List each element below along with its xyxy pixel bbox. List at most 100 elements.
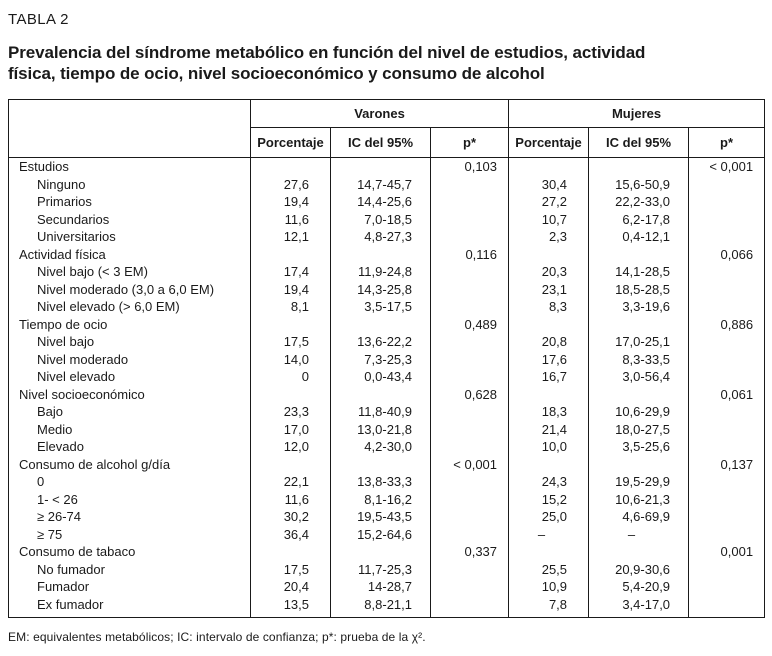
prevalence-table: Varones Mujeres Porcentaje IC del 95% p*…: [8, 99, 766, 618]
cell-varones-p: 0,628: [429, 385, 510, 403]
row-label: Ex fumador: [8, 595, 251, 618]
cell-mujeres-porcentaje: 30,4: [508, 175, 590, 193]
cell-varones-ic: 14,7-45,7: [330, 175, 431, 193]
table-row: Primarios 19,4 14,4-25,6 27,2 22,2-33,0: [8, 193, 766, 211]
cell-varones-p: [429, 263, 510, 281]
table-label: TABLA 2: [8, 11, 69, 28]
cell-varones-porcentaje: [250, 245, 331, 263]
cell-mujeres-ic: [588, 385, 690, 403]
table-row: Ninguno 27,6 14,7-45,7 30,4 15,6-50,9: [8, 175, 766, 193]
cell-mujeres-porcentaje: 17,6: [508, 350, 590, 368]
cell-mujeres-ic: [588, 543, 690, 561]
cell-mujeres-ic: [588, 157, 690, 176]
cell-mujeres-ic: 14,1-28,5: [588, 263, 690, 281]
cell-varones-ic: [330, 315, 431, 333]
table-row: Elevado 12,0 4,2-30,0 10,0 3,5-25,6: [8, 438, 766, 456]
cell-varones-porcentaje: [250, 157, 331, 176]
cell-varones-ic: 14-28,7: [330, 578, 431, 596]
cell-mujeres-porcentaje: 21,4: [508, 420, 590, 438]
cell-varones-p: [429, 578, 510, 596]
table-row: No fumador 17,5 11,7-25,3 25,5 20,9-30,6: [8, 560, 766, 578]
cell-mujeres-ic: 8,3-33,5: [588, 350, 690, 368]
cell-varones-ic: 13,6-22,2: [330, 333, 431, 351]
cell-varones-porcentaje: 12,1: [250, 228, 331, 246]
cell-mujeres-ic: 0,4-12,1: [588, 228, 690, 246]
cell-mujeres-ic: –: [588, 525, 690, 543]
cell-mujeres-p: 0,001: [688, 543, 766, 561]
cell-mujeres-p: [688, 263, 766, 281]
cell-varones-porcentaje: 17,4: [250, 263, 331, 281]
cell-mujeres-ic: 3,4-17,0: [588, 595, 690, 618]
cell-varones-p: [429, 193, 510, 211]
cell-mujeres-p: 0,137: [688, 455, 766, 473]
cell-varones-p: < 0,001: [429, 455, 510, 473]
cell-varones-p: [429, 595, 510, 618]
cell-varones-ic: 0,0-43,4: [330, 368, 431, 386]
row-label: Medio: [8, 420, 251, 438]
cell-mujeres-p: [688, 298, 766, 316]
row-label: Nivel socioeconómico: [8, 385, 251, 403]
cell-varones-ic: 14,4-25,6: [330, 193, 431, 211]
cell-varones-ic: [330, 245, 431, 263]
row-label: Secundarios: [8, 210, 251, 228]
cell-varones-ic: 19,5-43,5: [330, 508, 431, 526]
cell-mujeres-p: [688, 595, 766, 618]
cell-varones-ic: [330, 455, 431, 473]
table-row: Estudios 0,103 < 0,001: [8, 157, 766, 176]
cell-mujeres-ic: 20,9-30,6: [588, 560, 690, 578]
paper-title-line-2: física, tiempo de ocio, nivel socioeconó…: [8, 64, 545, 83]
col-header-varones-ic: IC del 95%: [330, 127, 431, 158]
table-row: Consumo de tabaco 0,337 0,001: [8, 543, 766, 561]
cell-varones-porcentaje: [250, 455, 331, 473]
row-label: Nivel elevado: [8, 368, 251, 386]
cell-varones-ic: 14,3-25,8: [330, 280, 431, 298]
row-label: Consumo de tabaco: [8, 543, 251, 561]
cell-varones-p: [429, 298, 510, 316]
cell-varones-porcentaje: 22,1: [250, 473, 331, 491]
row-label: Actividad física: [8, 245, 251, 263]
table-row: Nivel moderado 14,0 7,3-25,3 17,6 8,3-33…: [8, 350, 766, 368]
row-label: Nivel moderado: [8, 350, 251, 368]
cell-varones-porcentaje: 8,1: [250, 298, 331, 316]
cell-varones-ic: 15,2-64,6: [330, 525, 431, 543]
row-label: ≥ 75: [8, 525, 251, 543]
cell-mujeres-porcentaje: 16,7: [508, 368, 590, 386]
cell-mujeres-p: [688, 525, 766, 543]
cell-mujeres-ic: [588, 315, 690, 333]
cell-varones-p: [429, 438, 510, 456]
cell-mujeres-porcentaje: 18,3: [508, 403, 590, 421]
cell-mujeres-p: [688, 560, 766, 578]
table-row: Secundarios 11,6 7,0-18,5 10,7 6,2-17,8: [8, 210, 766, 228]
cell-mujeres-ic: 18,5-28,5: [588, 280, 690, 298]
group-header-row: Varones Mujeres: [8, 99, 766, 158]
row-label: Estudios: [8, 157, 251, 176]
cell-mujeres-porcentaje: [508, 315, 590, 333]
cell-varones-ic: [330, 385, 431, 403]
cell-mujeres-ic: 3,5-25,6: [588, 438, 690, 456]
table-row: Nivel elevado (> 6,0 EM) 8,1 3,5-17,5 8,…: [8, 298, 766, 316]
cell-varones-ic: 7,3-25,3: [330, 350, 431, 368]
cell-varones-ic: 11,9-24,8: [330, 263, 431, 281]
cell-mujeres-p: [688, 280, 766, 298]
table-row: Nivel bajo (< 3 EM) 17,4 11,9-24,8 20,3 …: [8, 263, 766, 281]
cell-mujeres-ic: 3,0-56,4: [588, 368, 690, 386]
cell-mujeres-p: [688, 193, 766, 211]
table-row: 1- < 26 11,6 8,1-16,2 15,2 10,6-21,3: [8, 490, 766, 508]
paper-title-line-1: Prevalencia del síndrome metabólico en f…: [8, 43, 646, 62]
table-row: ≥ 75 36,4 15,2-64,6 – –: [8, 525, 766, 543]
cell-varones-p: [429, 525, 510, 543]
cell-varones-p: 0,103: [429, 157, 510, 176]
table-row: Medio 17,0 13,0-21,8 21,4 18,0-27,5: [8, 420, 766, 438]
cell-mujeres-p: [688, 508, 766, 526]
cell-mujeres-p: [688, 333, 766, 351]
cell-varones-p: [429, 490, 510, 508]
col-header-varones-p: p*: [429, 127, 510, 158]
cell-mujeres-ic: 10,6-21,3: [588, 490, 690, 508]
cell-varones-porcentaje: 13,5: [250, 595, 331, 618]
cell-mujeres-ic: 19,5-29,9: [588, 473, 690, 491]
cell-varones-ic: [330, 157, 431, 176]
row-label: ≥ 26-74: [8, 508, 251, 526]
cell-mujeres-porcentaje: 2,3: [508, 228, 590, 246]
cell-mujeres-p: 0,886: [688, 315, 766, 333]
